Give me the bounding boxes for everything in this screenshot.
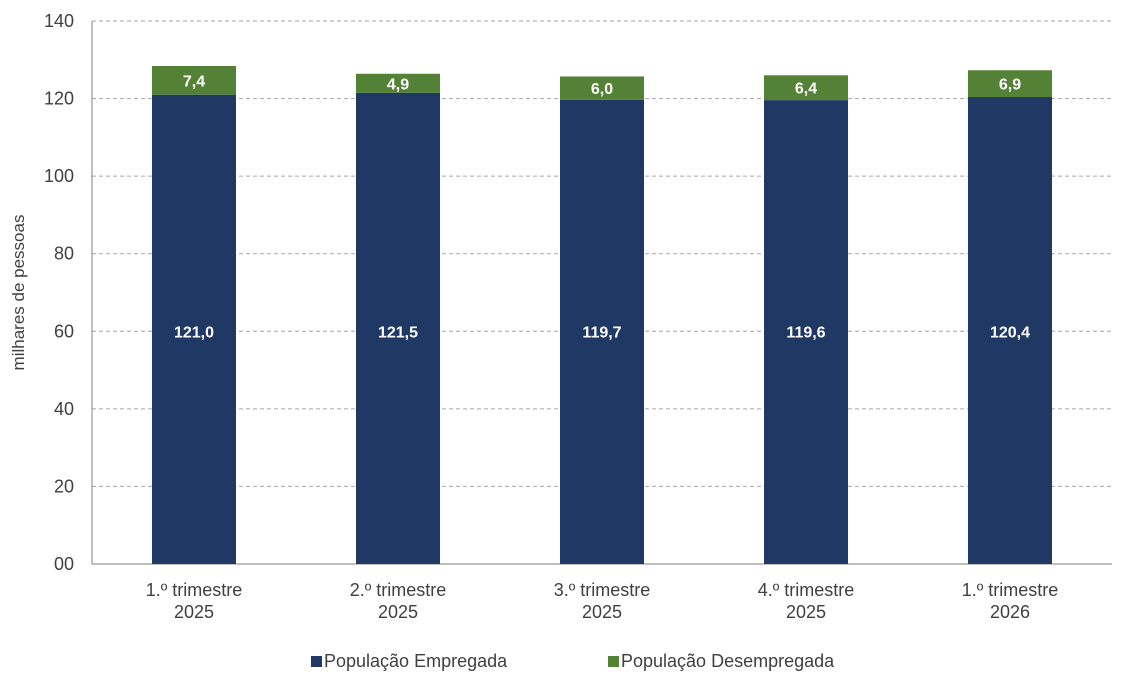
x-tick-label: 1.º trimestre (962, 580, 1059, 600)
bars (152, 65, 1052, 565)
data-label-empregada: 121,0 (174, 324, 214, 341)
legend: População Empregada População Desempregad… (311, 651, 835, 671)
data-label-empregada: 119,6 (786, 324, 825, 341)
x-tick-label: 2025 (174, 602, 214, 622)
legend-label: População Empregada (324, 651, 508, 671)
x-tick-label: 3.º trimestre (554, 580, 651, 600)
data-label-desempregada: 4,9 (387, 76, 409, 93)
y-tick-label: 40 (54, 399, 74, 419)
y-tick-label: 140 (44, 11, 74, 31)
legend-label: População Desempregada (621, 651, 835, 671)
legend-swatch (608, 656, 619, 667)
bar-populacao-desempregada (560, 76, 644, 100)
gridlines (92, 20, 1112, 487)
bar-populacao-empregada (356, 92, 440, 564)
y-tick-label: 80 (54, 244, 74, 264)
bar-populacao-empregada (764, 100, 848, 564)
x-tick-label: 2026 (990, 602, 1030, 622)
data-label-empregada: 120,4 (990, 324, 1030, 341)
data-label-desempregada: 7,4 (183, 73, 205, 90)
data-label-desempregada: 6,9 (999, 77, 1021, 94)
data-label-desempregada: 6,4 (795, 81, 817, 98)
bar-populacao-desempregada (356, 73, 440, 93)
y-tick-label: 120 (44, 89, 74, 109)
x-tick-label: 1.º trimestre (146, 580, 243, 600)
x-tick-label: 2025 (378, 602, 418, 622)
bar-populacao-empregada (560, 99, 644, 565)
axes: 00 20 40 60 80 100 120 140 milhares de pessoas 1.… (9, 11, 1112, 622)
y-tick-label: 00 (54, 554, 74, 574)
x-tick-label: 2025 (582, 602, 622, 622)
data-label-empregada: 121,5 (378, 324, 418, 341)
data-label-empregada: 119,7 (582, 324, 621, 341)
x-tick-label: 4.º trimestre (758, 580, 855, 600)
y-tick-label: 20 (54, 476, 74, 496)
bar-populacao-empregada (968, 97, 1052, 565)
legend-swatch (311, 656, 322, 667)
bar-populacao-empregada (152, 94, 236, 564)
x-tick-label: 2.º trimestre (350, 580, 447, 600)
data-label-desempregada: 6,0 (591, 81, 613, 98)
y-tick-label: 100 (44, 166, 74, 186)
bar-populacao-desempregada (968, 70, 1052, 98)
x-tick-label: 2025 (786, 602, 826, 622)
bar-populacao-desempregada (152, 65, 236, 95)
data-labels: 121,0 7,4 121,5 4,9 119,7 6,0 119,6 6,4 120,4 6,9 (174, 73, 1030, 341)
y-tick-label: 60 (54, 321, 74, 341)
y-axis-title: milhares de pessoas (9, 215, 28, 371)
bar-populacao-desempregada (764, 75, 848, 101)
